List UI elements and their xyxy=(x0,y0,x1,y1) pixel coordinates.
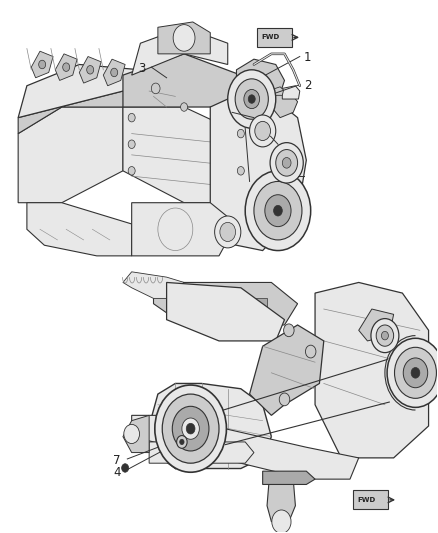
Polygon shape xyxy=(210,91,306,251)
Polygon shape xyxy=(315,282,428,458)
Circle shape xyxy=(237,166,244,175)
Circle shape xyxy=(274,205,283,216)
Circle shape xyxy=(255,122,271,141)
Text: 1: 1 xyxy=(304,51,312,64)
Circle shape xyxy=(376,325,394,346)
Polygon shape xyxy=(158,22,210,54)
Circle shape xyxy=(180,439,184,445)
Circle shape xyxy=(245,171,311,251)
Circle shape xyxy=(128,114,135,122)
Polygon shape xyxy=(123,272,184,298)
Polygon shape xyxy=(184,298,206,320)
Circle shape xyxy=(158,208,193,251)
Circle shape xyxy=(250,115,276,147)
Circle shape xyxy=(177,435,187,448)
Circle shape xyxy=(279,393,290,406)
Circle shape xyxy=(276,150,297,176)
Circle shape xyxy=(128,140,135,149)
Circle shape xyxy=(173,25,195,51)
Polygon shape xyxy=(55,54,77,80)
Circle shape xyxy=(172,406,209,451)
Polygon shape xyxy=(123,107,241,203)
Circle shape xyxy=(162,394,219,463)
Polygon shape xyxy=(271,87,284,95)
Circle shape xyxy=(381,332,389,340)
Circle shape xyxy=(403,358,427,387)
Circle shape xyxy=(63,63,70,71)
FancyBboxPatch shape xyxy=(258,28,292,47)
Circle shape xyxy=(248,95,255,103)
Circle shape xyxy=(124,424,140,443)
Polygon shape xyxy=(132,203,237,256)
Circle shape xyxy=(122,464,129,472)
Text: 7: 7 xyxy=(113,454,121,467)
Circle shape xyxy=(387,338,438,407)
Text: FWD: FWD xyxy=(358,497,376,503)
Polygon shape xyxy=(149,383,272,469)
Circle shape xyxy=(182,418,199,439)
Circle shape xyxy=(305,345,316,358)
Circle shape xyxy=(371,319,399,353)
Circle shape xyxy=(87,66,94,74)
Circle shape xyxy=(237,130,244,138)
FancyBboxPatch shape xyxy=(353,490,388,510)
Polygon shape xyxy=(149,442,254,463)
Polygon shape xyxy=(132,27,228,75)
Polygon shape xyxy=(18,91,184,134)
Circle shape xyxy=(283,158,291,168)
Polygon shape xyxy=(27,203,132,256)
Circle shape xyxy=(186,423,195,434)
Polygon shape xyxy=(103,59,125,86)
Circle shape xyxy=(244,90,260,109)
Circle shape xyxy=(180,103,187,111)
Polygon shape xyxy=(18,64,149,118)
Text: 4: 4 xyxy=(113,466,121,479)
Circle shape xyxy=(265,195,291,227)
Circle shape xyxy=(155,385,226,472)
Polygon shape xyxy=(79,56,101,83)
Circle shape xyxy=(270,143,303,183)
Polygon shape xyxy=(215,298,237,320)
Polygon shape xyxy=(123,54,241,107)
Polygon shape xyxy=(132,415,359,479)
Polygon shape xyxy=(153,282,297,325)
Text: 3: 3 xyxy=(138,62,146,75)
Circle shape xyxy=(228,70,276,128)
Circle shape xyxy=(395,348,436,398)
Circle shape xyxy=(272,510,291,533)
Polygon shape xyxy=(245,298,267,320)
Circle shape xyxy=(254,181,302,240)
Circle shape xyxy=(215,216,241,248)
Polygon shape xyxy=(166,282,285,341)
Polygon shape xyxy=(359,309,394,341)
Circle shape xyxy=(284,324,294,337)
Circle shape xyxy=(151,83,160,94)
Polygon shape xyxy=(18,107,123,203)
Polygon shape xyxy=(267,479,295,522)
Polygon shape xyxy=(123,415,149,453)
Circle shape xyxy=(128,166,135,175)
Circle shape xyxy=(39,60,46,69)
Polygon shape xyxy=(263,471,315,484)
Circle shape xyxy=(411,368,420,378)
Text: 2: 2 xyxy=(304,79,312,92)
Text: FWD: FWD xyxy=(261,34,280,41)
Circle shape xyxy=(220,222,236,241)
Circle shape xyxy=(111,68,118,77)
Circle shape xyxy=(235,79,268,119)
Polygon shape xyxy=(283,86,300,99)
Polygon shape xyxy=(250,325,324,415)
Polygon shape xyxy=(237,59,285,107)
Polygon shape xyxy=(272,91,297,118)
Polygon shape xyxy=(31,51,53,78)
